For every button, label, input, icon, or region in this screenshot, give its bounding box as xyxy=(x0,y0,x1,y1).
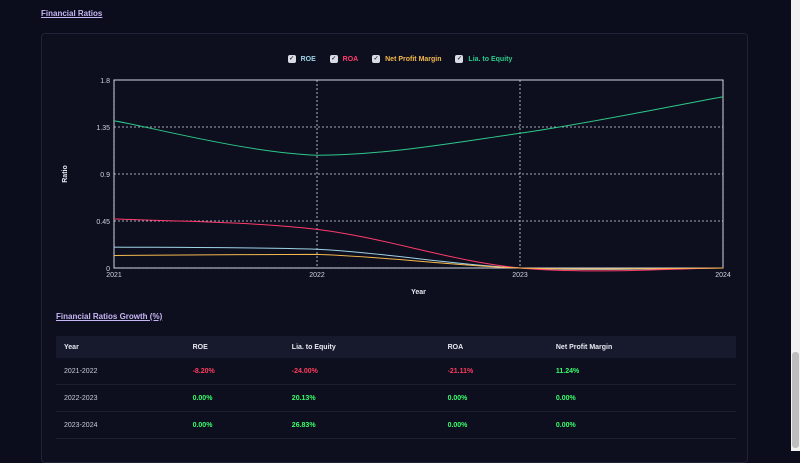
table-cell: 0.00% xyxy=(184,411,284,439)
table-header-row: Year ROE Lia. to Equity ROA Net Profit M… xyxy=(56,336,736,358)
page-title[interactable]: Financial Ratios xyxy=(41,9,103,18)
legend-label: ROE xyxy=(300,55,316,63)
series-line-net-profit-margin xyxy=(113,253,724,270)
scrollbar-thumb[interactable] xyxy=(792,352,799,448)
x-tick-label: 2024 xyxy=(715,272,731,279)
column-header: Year xyxy=(56,336,185,358)
column-header: Lia. to Equity xyxy=(283,336,440,358)
table-cell: 2021-2022 xyxy=(56,358,185,385)
table-cell: 0.00% xyxy=(184,384,284,412)
table-cell: 0.00% xyxy=(439,411,548,439)
legend-label: Net Profit Margin xyxy=(385,55,442,63)
table-cell: 0.00% xyxy=(547,384,736,412)
y-axis-label: Ratio xyxy=(62,165,69,183)
table-cell: 2022-2023 xyxy=(56,384,185,412)
chart-legend: ✓ ROE ✓ ROA ✓ Net Profit Margin ✓ Lia. t… xyxy=(0,55,800,63)
x-axis-label: Year xyxy=(411,289,426,296)
legend-label: Lia. to Equity xyxy=(468,55,513,63)
y-tick-label: 0.9 xyxy=(100,172,110,179)
column-header: ROA xyxy=(439,336,548,358)
y-tick-label: 0.45 xyxy=(96,219,110,226)
series-line-roe xyxy=(113,246,724,270)
series-line-roa xyxy=(113,218,724,272)
x-tick-label: 2021 xyxy=(106,272,122,279)
growth-section-title[interactable]: Financial Ratios Growth (%) xyxy=(56,312,163,321)
x-tick-label: 2023 xyxy=(512,272,528,279)
scrollbar[interactable] xyxy=(791,0,800,451)
table-cell: 2023-2024 xyxy=(56,411,185,439)
table-cell: -24.00% xyxy=(283,358,440,385)
growth-table: Year ROE Lia. to Equity ROA Net Profit M… xyxy=(56,336,736,439)
table-cell: 20.13% xyxy=(283,384,440,412)
checkbox-icon[interactable]: ✓ xyxy=(455,55,464,63)
column-header: Net Profit Margin xyxy=(547,336,736,358)
table-row: 2021-2022 -8.20% -24.00% -21.11% 11.24% xyxy=(56,358,736,385)
table-row: 2023-2024 0.00% 26.83% 0.00% 0.00% xyxy=(56,411,736,439)
y-tick-label: 1.35 xyxy=(96,125,110,132)
legend-item-net-profit-margin[interactable]: ✓ Net Profit Margin xyxy=(372,55,442,63)
column-header: ROE xyxy=(184,336,284,358)
table-cell: 11.24% xyxy=(547,358,736,385)
table-cell: 0.00% xyxy=(439,384,548,412)
series-line-lia-to-equity xyxy=(113,96,724,156)
legend-item-roa[interactable]: ✓ ROA xyxy=(329,55,359,63)
legend-item-roe[interactable]: ✓ ROE xyxy=(287,55,316,63)
legend-label: ROA xyxy=(342,55,359,63)
table-row: 2022-2023 0.00% 20.13% 0.00% 0.00% xyxy=(56,384,736,412)
y-tick-label: 1.8 xyxy=(100,78,110,85)
legend-item-lia-to-equity[interactable]: ✓ Lia. to Equity xyxy=(455,55,512,63)
table-cell: 26.83% xyxy=(283,411,440,439)
y-tick-label: 0 xyxy=(106,266,110,273)
checkbox-icon[interactable]: ✓ xyxy=(372,55,381,63)
table-cell: 0.00% xyxy=(547,411,736,439)
x-tick-label: 2022 xyxy=(309,272,325,279)
checkbox-icon[interactable]: ✓ xyxy=(287,55,296,63)
line-chart: 0 0.45 0.9 1.35 1.8 2021 2022 2023 2024 Year Ratio xyxy=(62,78,731,296)
table-cell: -8.20% xyxy=(184,358,284,385)
table-cell: -21.11% xyxy=(439,358,548,385)
checkbox-icon[interactable]: ✓ xyxy=(329,55,338,63)
